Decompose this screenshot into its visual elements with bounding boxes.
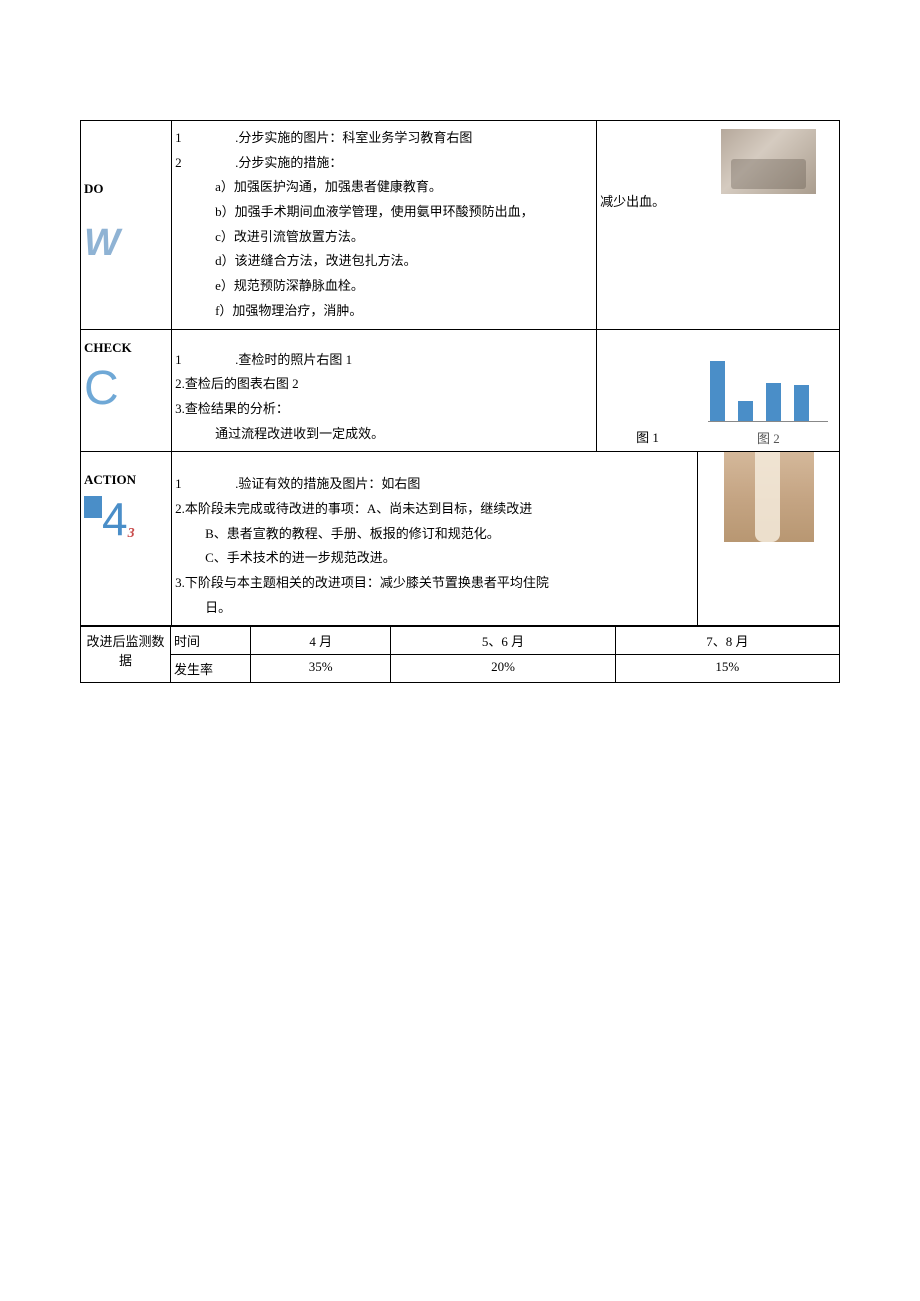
action-image-cell (698, 452, 840, 626)
monitor-val3: 15% (615, 655, 839, 683)
chart-bar-3 (766, 383, 781, 421)
monitor-col-month78: 7、8 月 (615, 627, 839, 655)
fig2-label: 图 2 (701, 428, 836, 447)
pdca-table: DO W 1.分步实施的图片：科室业务学习教育右图 2.分步实施的措施： a）加… (80, 120, 840, 626)
check-fig1-cell: 图 1 (597, 329, 698, 452)
monitor-col-month4: 4 月 (251, 627, 391, 655)
bar-chart (708, 352, 828, 422)
classroom-photo-icon (721, 129, 816, 194)
check-label: CHECK (84, 340, 168, 356)
monitor-col-month56: 5、6 月 (391, 627, 615, 655)
action-label: ACTION (84, 472, 168, 488)
chart-bar-4 (794, 385, 809, 421)
check-content: 1.查检时的照片右图 1 2.查检后的图表右图 2 3.查检结果的分析： 通过流… (172, 329, 597, 452)
watermark-4-icon: 43 (84, 496, 135, 542)
monitor-rate-label: 发生率 (171, 655, 251, 683)
chart-bar-1 (710, 361, 725, 421)
fig1-label: 图 1 (636, 430, 659, 445)
monitor-data-table: 改进后监测数据 时间 4 月 5、6 月 7、8 月 发生率 35% 20% 1… (80, 626, 840, 683)
watermark-w-icon: W (84, 222, 168, 265)
do-image-cell (698, 121, 840, 330)
monitor-val1: 35% (251, 655, 391, 683)
monitor-col-time: 时间 (171, 627, 251, 655)
check-label-cell: CHECK C (81, 329, 172, 452)
monitor-row-label: 改进后监测数据 (81, 627, 171, 683)
chart-bar-2 (738, 401, 753, 421)
action-label-cell: ACTION 43 (81, 452, 172, 626)
check-fig2-cell: 图 2 (698, 329, 840, 452)
do-label: DO (84, 181, 168, 197)
do-content: 1.分步实施的图片：科室业务学习教育右图 2.分步实施的措施： a）加强医护沟通… (172, 121, 597, 330)
leg-photo-icon (724, 452, 814, 542)
monitor-val2: 20% (391, 655, 615, 683)
action-content: 1.验证有效的措施及图片：如右图 2.本阶段未完成或待改进的事项：A、尚未达到目… (172, 452, 698, 626)
watermark-c-icon: C (84, 361, 168, 416)
do-label-cell: DO W (81, 121, 172, 330)
do-side-text: 减少出血。 (597, 121, 698, 330)
